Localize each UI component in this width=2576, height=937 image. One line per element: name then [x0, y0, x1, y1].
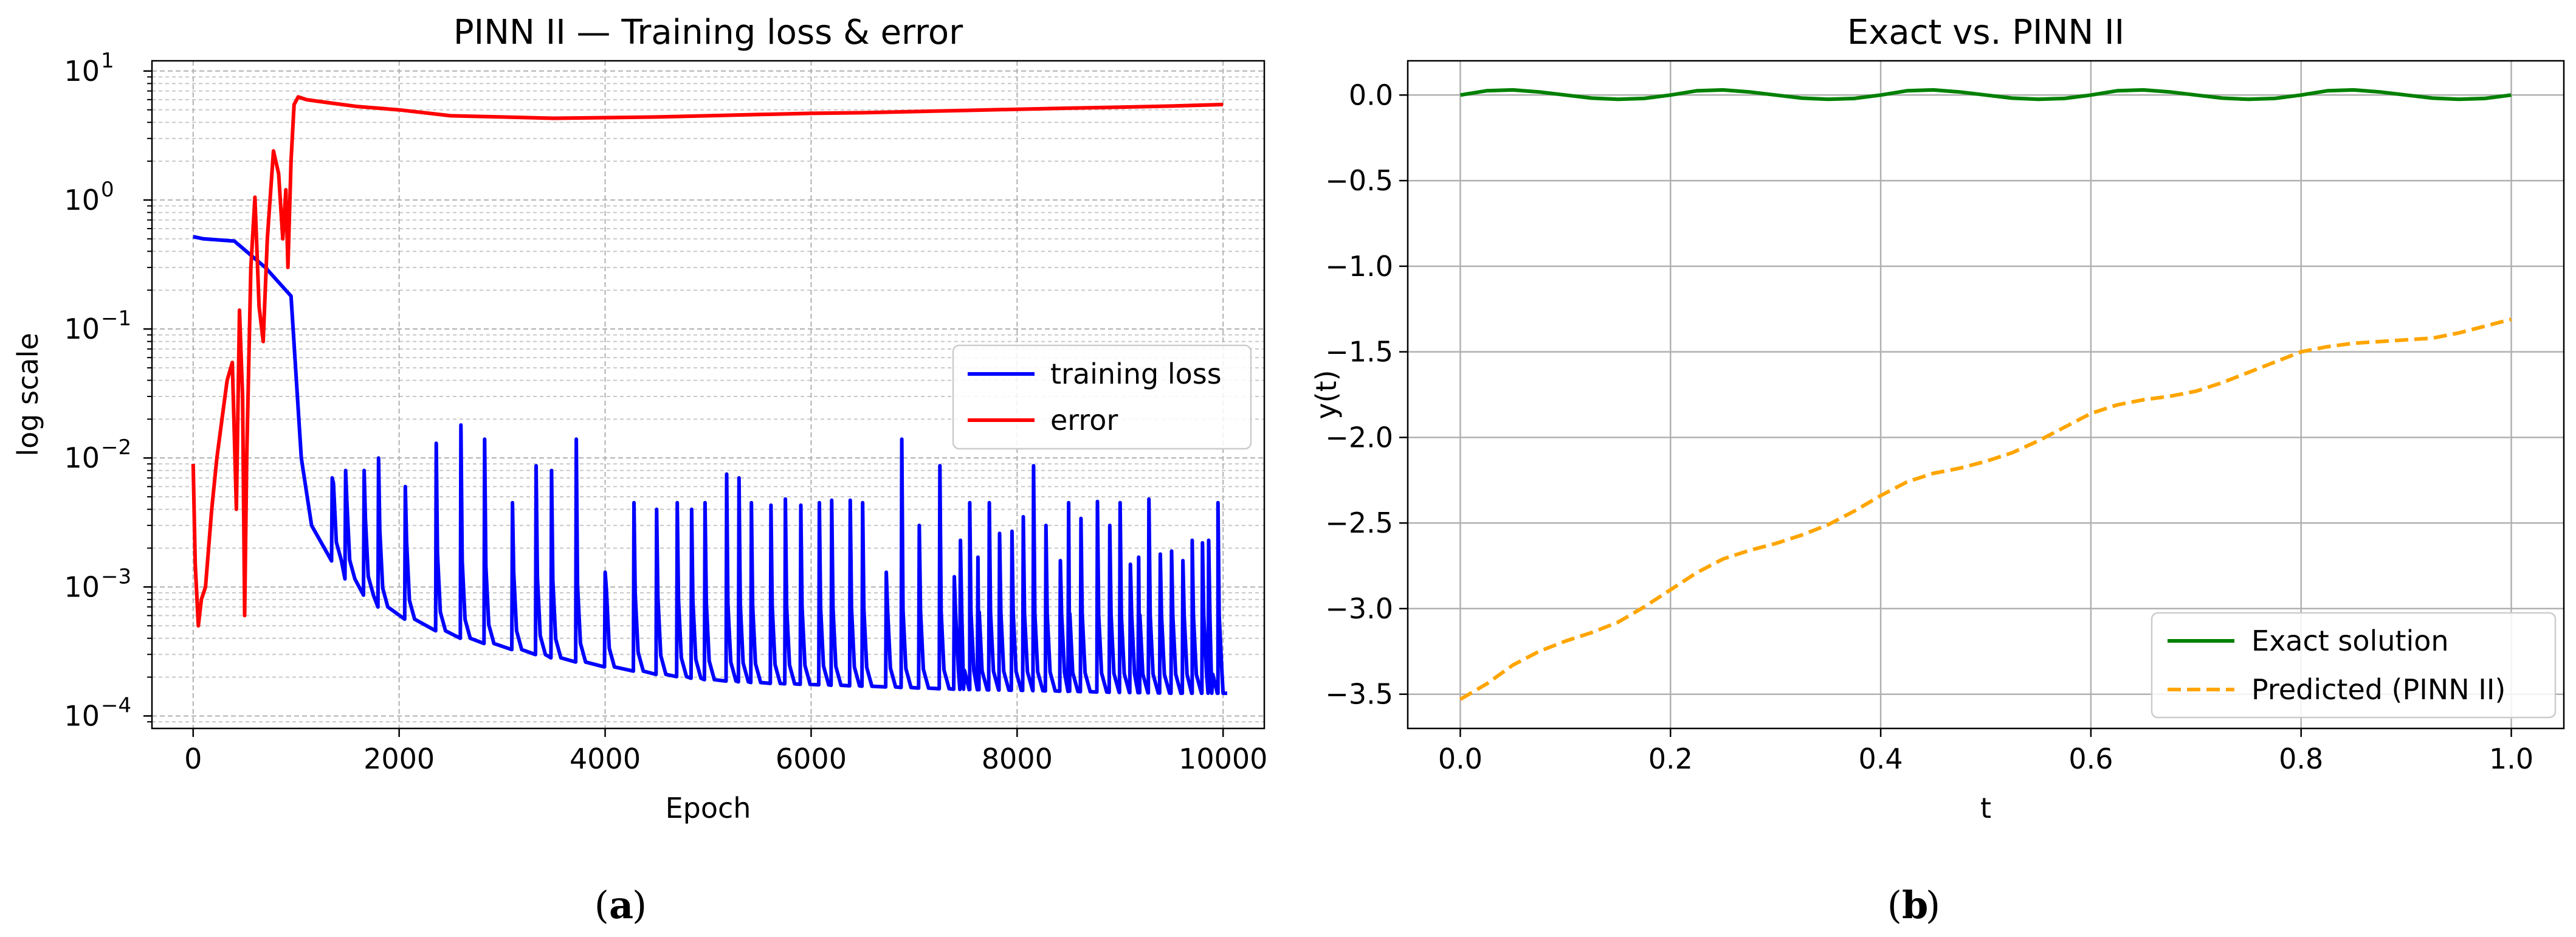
series-training-loss-line [193, 235, 1227, 696]
caption-a-letter: a [609, 883, 633, 927]
y-tick-label: −3.0 [1325, 592, 1393, 625]
y-tick-exponent: −1 [101, 306, 131, 331]
y-tick-label: 10 [64, 441, 100, 474]
caption-b-close: ) [1926, 883, 1940, 927]
x-tick-label: 8000 [982, 742, 1053, 775]
panel-b-title: Exact vs. PINN II [1847, 13, 2124, 52]
x-tick-label: 0.8 [2279, 742, 2323, 775]
panel-b-legend: Exact solution Predicted (PINN II) [2151, 612, 2557, 719]
y-tick-label: −2.0 [1325, 421, 1393, 454]
y-tick-label: 10 [64, 313, 100, 345]
y-tick-label: −2.5 [1325, 507, 1393, 539]
y-tick-label: 10 [64, 570, 100, 603]
x-tick-label: 2000 [363, 742, 435, 775]
y-tick-label: 0.0 [1349, 78, 1393, 111]
panel-b-y-axis-label: y(t) [1310, 370, 1343, 419]
y-tick-label: 10 [64, 55, 100, 88]
caption-b: ( b ) [1887, 883, 1940, 927]
y-tick-label: −1.5 [1325, 336, 1393, 368]
y-tick-label: −1.0 [1325, 250, 1393, 283]
series-exact-solution-line [1460, 88, 2512, 102]
x-tick-label: 0.6 [2068, 742, 2113, 775]
y-tick-exponent: 0 [101, 178, 114, 202]
legend-label: training loss [1050, 358, 1222, 390]
panel-b-axes-frame [1407, 60, 2565, 730]
y-tick-exponent: −4 [101, 693, 131, 717]
x-tick-label: 0.4 [1859, 742, 1903, 775]
y-tick-label: −3.5 [1325, 678, 1393, 711]
legend-label: Predicted (PINN II) [2251, 673, 2505, 706]
x-tick-label: 4000 [570, 742, 641, 775]
caption-b-open: ( [1887, 883, 1902, 927]
y-tick-label: 10 [64, 184, 100, 216]
panel-a-title: PINN II — Training loss & error [453, 13, 963, 52]
legend-label: Exact solution [2251, 624, 2449, 657]
x-tick-label: 6000 [776, 742, 847, 775]
y-tick-exponent: −2 [101, 435, 131, 460]
y-tick-label: −0.5 [1325, 164, 1393, 197]
caption-a: ( a ) [594, 883, 647, 927]
legend-label: error [1050, 404, 1118, 437]
caption-a-close: ) [632, 883, 647, 927]
panel-a-axes-frame [151, 60, 1266, 730]
y-tick-exponent: −3 [101, 564, 131, 589]
panel-a-x-axis-label: Epoch [666, 792, 751, 825]
panel-a-legend: training loss error [952, 344, 1252, 450]
x-tick-label: 10000 [1179, 742, 1267, 775]
series-error-line [191, 95, 1224, 628]
x-tick-label: 0.0 [1438, 742, 1483, 775]
panel-b-solution-chart: 0.0 −0.5 −1.0 −1.5 −2.0 −2.5 −3.0 −3.5 0.0 0.2 0.4… [1310, 13, 2565, 825]
legend-box [2151, 612, 2557, 719]
panel-a-loss-chart: 10 −410 −310 −210 −110 010 10 2000 4000 6000 8000 1… [12, 13, 1267, 825]
y-tick-label: 10 [64, 699, 100, 732]
panel-a-y-axis-label: log scale [12, 333, 44, 456]
x-tick-label: 0.2 [1648, 742, 1693, 775]
panel-b-x-axis-label: t [1980, 792, 1991, 825]
series-predicted-line [1459, 317, 2512, 701]
x-tick-label: 1.0 [2489, 742, 2533, 775]
legend-box [952, 344, 1252, 450]
caption-a-open: ( [594, 883, 609, 927]
caption-b-letter: b [1902, 883, 1928, 927]
x-tick-label: 0 [184, 742, 202, 775]
y-tick-exponent: 1 [101, 49, 114, 73]
